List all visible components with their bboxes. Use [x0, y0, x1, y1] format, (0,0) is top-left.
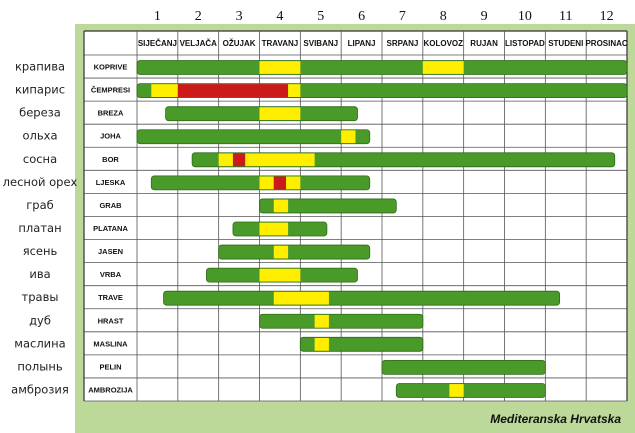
yellow-peak-segment — [422, 61, 464, 74]
season-bar — [259, 198, 397, 214]
season-bar — [218, 244, 371, 260]
plant-russian-label: дуб — [29, 313, 51, 327]
yellow-peak-segment — [314, 314, 329, 328]
yellow-peak-segment — [259, 268, 301, 282]
plant-croatian-label: MASLINA — [93, 339, 128, 348]
month-name-label: PROSINAC — [585, 39, 627, 48]
plant-russian-label: травы — [22, 290, 59, 304]
yellow-peak-segment — [314, 337, 329, 351]
month-name-label: LIPANJ — [348, 39, 376, 48]
season-bar — [259, 313, 424, 329]
plant-russian-label: амброзия — [11, 382, 69, 396]
yellow-peak-segment — [273, 199, 289, 213]
plant-croatian-label: VRBA — [100, 270, 122, 279]
yellow-peak-segment — [259, 107, 301, 121]
month-number-label: 12 — [600, 9, 614, 24]
month-name-label: VELJAČA — [180, 39, 218, 48]
season-bars — [136, 60, 628, 398]
yellow-peak-segment — [288, 84, 301, 97]
plant-russian-label: лесной орех — [3, 175, 78, 189]
yellow-peak-segment — [151, 84, 178, 97]
plant-russian-label: маслина — [14, 336, 65, 350]
month-number-label: 10 — [518, 9, 532, 24]
yellow-peak-segment — [259, 176, 274, 190]
month-number-label: 4 — [276, 9, 283, 24]
red-peak-segment — [273, 176, 287, 190]
plant-russian-label: полынь — [17, 359, 63, 373]
plant-croatian-label: PLATANA — [93, 224, 128, 233]
plant-russian-label: ольха — [22, 129, 57, 143]
season-bar — [136, 60, 628, 75]
season-bar — [299, 336, 424, 352]
plant-russian-label: крапива — [15, 60, 65, 74]
plant-croatian-label: JASEN — [98, 247, 123, 256]
month-number-label: 1 — [154, 9, 161, 24]
plant-croatian-label: LJESKA — [96, 178, 126, 187]
plant-croatian-label: KOPRIVE — [94, 63, 128, 72]
table-grid — [83, 30, 628, 402]
month-number-label: 2 — [195, 9, 202, 24]
month-number-label: 5 — [317, 9, 324, 24]
month-name-label: SRPANJ — [386, 39, 418, 48]
plant-croatian-label: ČEMPRESI — [91, 86, 130, 95]
month-number-label: 8 — [440, 9, 447, 24]
month-name-label: STUDENI — [548, 39, 583, 48]
season-bar — [163, 290, 561, 306]
chart-caption: Mediteranska Hrvatska — [490, 412, 621, 426]
yellow-peak-segment — [245, 153, 315, 167]
plant-russian-label: сосна — [23, 152, 57, 166]
season-bar — [395, 383, 546, 398]
yellow-peak-segment — [341, 130, 356, 144]
month-name-label: SVIBANJ — [303, 39, 338, 48]
plant-russian-label: кипарис — [15, 83, 65, 97]
plant-croatian-label: AMBROZIJA — [88, 385, 133, 394]
month-number-label: 3 — [236, 9, 243, 24]
yellow-peak-segment — [273, 291, 329, 305]
plant-croatian-label: BOR — [102, 155, 119, 164]
yellow-peak-segment — [449, 384, 464, 397]
yellow-peak-segment — [218, 153, 233, 167]
month-name-label: LISTOPAD — [505, 39, 545, 48]
plant-croatian-label: BREZA — [98, 109, 124, 118]
season-bar — [136, 129, 371, 145]
month-number-label: 9 — [481, 9, 488, 24]
plant-russian-label: граб — [26, 198, 53, 212]
month-name-label: SIJEČANJ — [138, 39, 177, 48]
yellow-peak-segment — [259, 222, 289, 236]
plant-russian-label: ива — [29, 267, 50, 281]
month-name-label: RUJAN — [470, 39, 498, 48]
plant-russian-label: ясень — [23, 244, 58, 258]
plant-croatian-label: TRAVE — [98, 293, 123, 302]
season-bar — [381, 359, 546, 375]
month-number-label: 7 — [399, 9, 406, 24]
plant-russian-label: платан — [18, 221, 61, 235]
month-number-label: 11 — [559, 9, 572, 24]
month-number-label: 6 — [358, 9, 365, 24]
red-peak-segment — [232, 153, 246, 167]
plant-russian-label: береза — [19, 106, 61, 120]
yellow-peak-segment — [286, 176, 301, 190]
plant-croatian-label: HRAST — [98, 316, 124, 325]
month-name-label: TRAVANJ — [262, 39, 299, 48]
month-name-label: KOLOVOZ — [423, 39, 463, 48]
plant-croatian-label: PELIN — [99, 362, 121, 371]
yellow-peak-segment — [273, 245, 289, 259]
plant-croatian-label: JOHA — [100, 132, 121, 141]
yellow-peak-segment — [259, 61, 301, 74]
red-peak-segment — [177, 84, 289, 97]
month-name-label: OŽUJAK — [223, 39, 256, 48]
plant-croatian-label: GRAB — [99, 201, 122, 210]
